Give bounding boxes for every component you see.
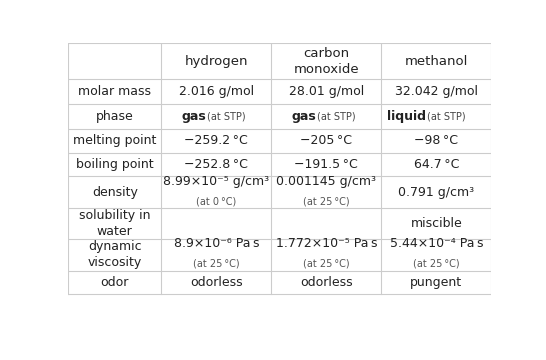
Text: 8.9×10⁻⁶ Pa s: 8.9×10⁻⁶ Pa s: [174, 238, 259, 251]
Text: carbon
monoxide: carbon monoxide: [294, 47, 359, 76]
Text: dynamic
viscosity: dynamic viscosity: [88, 240, 142, 269]
Text: phase: phase: [96, 110, 134, 123]
Text: (at STP): (at STP): [426, 112, 465, 122]
Text: (at 25 °C): (at 25 °C): [303, 259, 349, 269]
Text: density: density: [92, 186, 138, 199]
Text: −259.2 °C: −259.2 °C: [185, 134, 248, 147]
Text: liquid: liquid: [387, 110, 426, 123]
Text: (at 25 °C): (at 25 °C): [413, 259, 460, 269]
Text: gas: gas: [291, 110, 316, 123]
Text: miscible: miscible: [411, 217, 462, 230]
Text: 28.01 g/mol: 28.01 g/mol: [289, 85, 364, 98]
Text: 0.791 g/cm³: 0.791 g/cm³: [399, 186, 474, 199]
Text: 5.44×10⁻⁴ Pa s: 5.44×10⁻⁴ Pa s: [390, 238, 483, 251]
Text: melting point: melting point: [73, 134, 157, 147]
Text: odorless: odorless: [190, 276, 242, 289]
Text: (at 25 °C): (at 25 °C): [303, 196, 349, 206]
Text: pungent: pungent: [411, 276, 462, 289]
Text: 32.042 g/mol: 32.042 g/mol: [395, 85, 478, 98]
Text: solubility in
water: solubility in water: [79, 209, 151, 238]
Text: 64.7 °C: 64.7 °C: [414, 158, 459, 171]
Text: molar mass: molar mass: [78, 85, 151, 98]
Text: (at STP): (at STP): [206, 112, 245, 122]
Text: 2.016 g/mol: 2.016 g/mol: [179, 85, 254, 98]
Text: (at 25 °C): (at 25 °C): [193, 259, 240, 269]
Text: −191.5 °C: −191.5 °C: [294, 158, 358, 171]
Text: odorless: odorless: [300, 276, 353, 289]
Text: −252.8 °C: −252.8 °C: [185, 158, 248, 171]
Text: methanol: methanol: [405, 55, 468, 68]
Text: 1.772×10⁻⁵ Pa s: 1.772×10⁻⁵ Pa s: [276, 238, 377, 251]
Text: hydrogen: hydrogen: [185, 55, 248, 68]
Text: boiling point: boiling point: [76, 158, 153, 171]
Text: −205 °C: −205 °C: [300, 134, 352, 147]
Text: 8.99×10⁻⁵ g/cm³: 8.99×10⁻⁵ g/cm³: [163, 175, 269, 188]
Text: (at 0 °C): (at 0 °C): [196, 196, 236, 206]
Text: 0.001145 g/cm³: 0.001145 g/cm³: [276, 175, 376, 188]
Text: gas: gas: [181, 110, 206, 123]
Text: (at STP): (at STP): [317, 112, 355, 122]
Text: odor: odor: [100, 276, 129, 289]
Text: −98 °C: −98 °C: [414, 134, 459, 147]
